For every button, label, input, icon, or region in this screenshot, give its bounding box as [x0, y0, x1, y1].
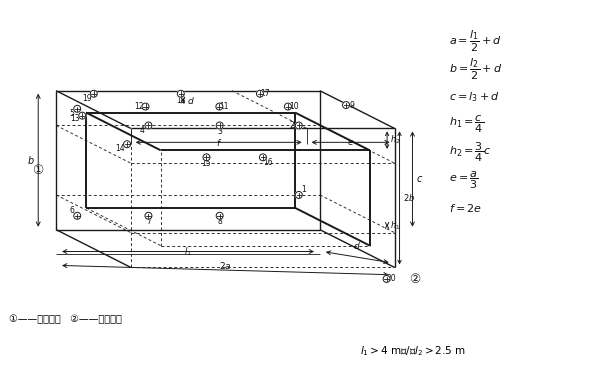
Text: 9: 9: [350, 100, 355, 109]
Text: 18: 18: [176, 96, 185, 105]
Text: $a=\dfrac{l_1}{2}+d$: $a=\dfrac{l_1}{2}+d$: [449, 28, 502, 54]
Text: $d$: $d$: [353, 240, 361, 251]
Text: 16: 16: [263, 158, 273, 167]
Text: $h_1=\dfrac{c}{4}$: $h_1=\dfrac{c}{4}$: [449, 114, 484, 135]
Text: 2: 2: [289, 121, 294, 130]
Circle shape: [216, 212, 223, 219]
Text: $h_2$: $h_2$: [390, 134, 400, 146]
Text: 15: 15: [202, 159, 211, 168]
Text: $c=l_3+d$: $c=l_3+d$: [449, 90, 500, 104]
Circle shape: [343, 102, 350, 108]
Text: 19: 19: [82, 94, 92, 103]
Circle shape: [216, 103, 223, 110]
Text: 10: 10: [289, 102, 299, 111]
Text: 1: 1: [301, 186, 306, 195]
Text: 3: 3: [217, 127, 222, 136]
Text: 13: 13: [70, 114, 80, 123]
Circle shape: [216, 122, 223, 129]
Text: $l_1$: $l_1$: [184, 245, 192, 258]
Circle shape: [145, 122, 152, 129]
Text: $f=2e$: $f=2e$: [449, 202, 482, 214]
Text: $2a$: $2a$: [219, 260, 232, 271]
Circle shape: [142, 103, 149, 110]
Text: $e=\dfrac{a}{3}$: $e=\dfrac{a}{3}$: [449, 170, 479, 191]
Circle shape: [178, 90, 184, 97]
Circle shape: [295, 192, 302, 198]
Circle shape: [79, 112, 86, 119]
Text: $l_1>4$ m和/或$l_2>2.5$ m: $l_1>4$ m和/或$l_2>2.5$ m: [360, 344, 466, 358]
Text: 17: 17: [260, 89, 270, 98]
Text: 14: 14: [115, 144, 125, 153]
Text: 7: 7: [146, 217, 151, 226]
Text: $d$: $d$: [187, 94, 194, 106]
Text: 4: 4: [140, 126, 145, 135]
Text: $h_2=\dfrac{3}{4}c$: $h_2=\dfrac{3}{4}c$: [449, 141, 492, 164]
Circle shape: [259, 154, 266, 161]
Text: $b$: $b$: [28, 154, 35, 166]
Circle shape: [90, 90, 97, 97]
Text: $e$: $e$: [347, 138, 354, 147]
Text: 12: 12: [134, 102, 143, 111]
Text: ①——发动机侧   ②——发电机侧: ①——发动机侧 ②——发电机侧: [10, 314, 122, 324]
Circle shape: [284, 103, 292, 110]
Text: ②: ②: [409, 273, 420, 286]
Text: $b=\dfrac{l_2}{2}+d$: $b=\dfrac{l_2}{2}+d$: [449, 56, 503, 81]
Circle shape: [145, 212, 152, 219]
Circle shape: [203, 154, 210, 161]
Text: 20: 20: [387, 274, 397, 284]
Text: 6: 6: [70, 206, 74, 215]
Text: $2b$: $2b$: [403, 192, 416, 203]
Text: 11: 11: [220, 102, 229, 111]
Circle shape: [74, 212, 81, 219]
Circle shape: [124, 141, 131, 148]
Text: 5: 5: [70, 109, 74, 118]
Text: $f$: $f$: [215, 137, 222, 148]
Text: $c$: $c$: [416, 174, 423, 184]
Text: ①: ①: [32, 164, 44, 177]
Circle shape: [256, 90, 263, 97]
Text: 8: 8: [217, 217, 222, 226]
Text: $h_1$: $h_1$: [390, 219, 400, 232]
Circle shape: [74, 105, 81, 112]
Circle shape: [295, 122, 302, 129]
Circle shape: [383, 276, 390, 282]
